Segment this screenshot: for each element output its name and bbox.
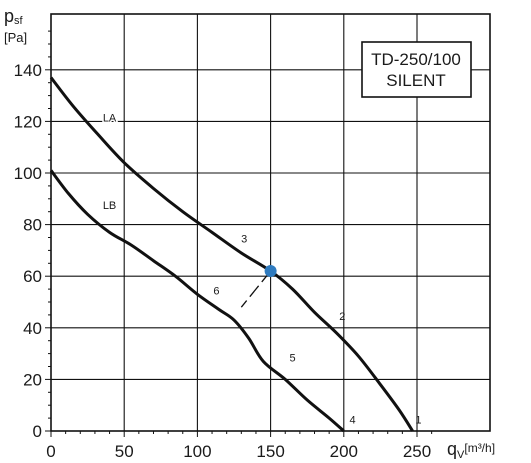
minor-ticks <box>45 30 433 437</box>
curves <box>49 76 414 433</box>
x-tick-label: 250 <box>403 442 431 461</box>
x-tick-label: 200 <box>330 442 358 461</box>
curve-annotation: LB <box>103 200 116 212</box>
y-tick-label: 120 <box>14 112 42 131</box>
tick-labels: 0 50 100 150 200 250 0 20 40 60 80 100 120 140 <box>14 61 432 461</box>
y-tick-label: 60 <box>23 267 42 286</box>
x-axis-subscript: V <box>457 449 465 461</box>
curve-annotation: 4 <box>350 414 356 426</box>
x-axis-label: qV[m³/h] <box>447 439 495 461</box>
y-tick-label: 0 <box>33 422 42 441</box>
curve-annotation: 5 <box>289 352 295 364</box>
y-axis-subscript: sf <box>14 15 24 27</box>
x-axis-symbol: q <box>447 439 457 459</box>
y-axis-unit: [Pa] <box>4 30 27 45</box>
x-tick-label: 0 <box>46 442 55 461</box>
y-tick-label: 100 <box>14 164 42 183</box>
x-tick-label: 50 <box>115 442 134 461</box>
curve-annotation: LA <box>103 112 117 124</box>
curve-la <box>49 76 414 432</box>
annotations: LA LB 3 2 6 5 4 1 <box>101 111 421 426</box>
y-tick-label: 80 <box>23 216 42 235</box>
operating-point-marker <box>264 265 277 278</box>
title-line-2: SILENT <box>386 71 446 90</box>
curve-annotation: 2 <box>339 311 345 323</box>
y-axis-symbol: p <box>4 6 14 26</box>
title-line-1: TD-250/100 <box>371 50 461 69</box>
y-tick-label: 40 <box>23 319 42 338</box>
curve-annotation: 6 <box>213 285 219 297</box>
y-tick-label: 20 <box>23 370 42 389</box>
x-tick-label: 150 <box>256 442 284 461</box>
x-tick-label: 100 <box>183 442 211 461</box>
curve-annotation: 1 <box>415 414 421 426</box>
y-tick-label: 140 <box>14 61 42 80</box>
curve-annotation: 3 <box>241 234 247 246</box>
x-axis-unit: [m³/h] <box>464 441 495 455</box>
curve-lb <box>49 169 345 433</box>
title-box: TD-250/100 SILENT <box>361 41 472 98</box>
y-axis-label: psf <box>4 6 24 27</box>
operating-link-dashed <box>240 270 272 308</box>
title-box-frame <box>361 41 472 98</box>
